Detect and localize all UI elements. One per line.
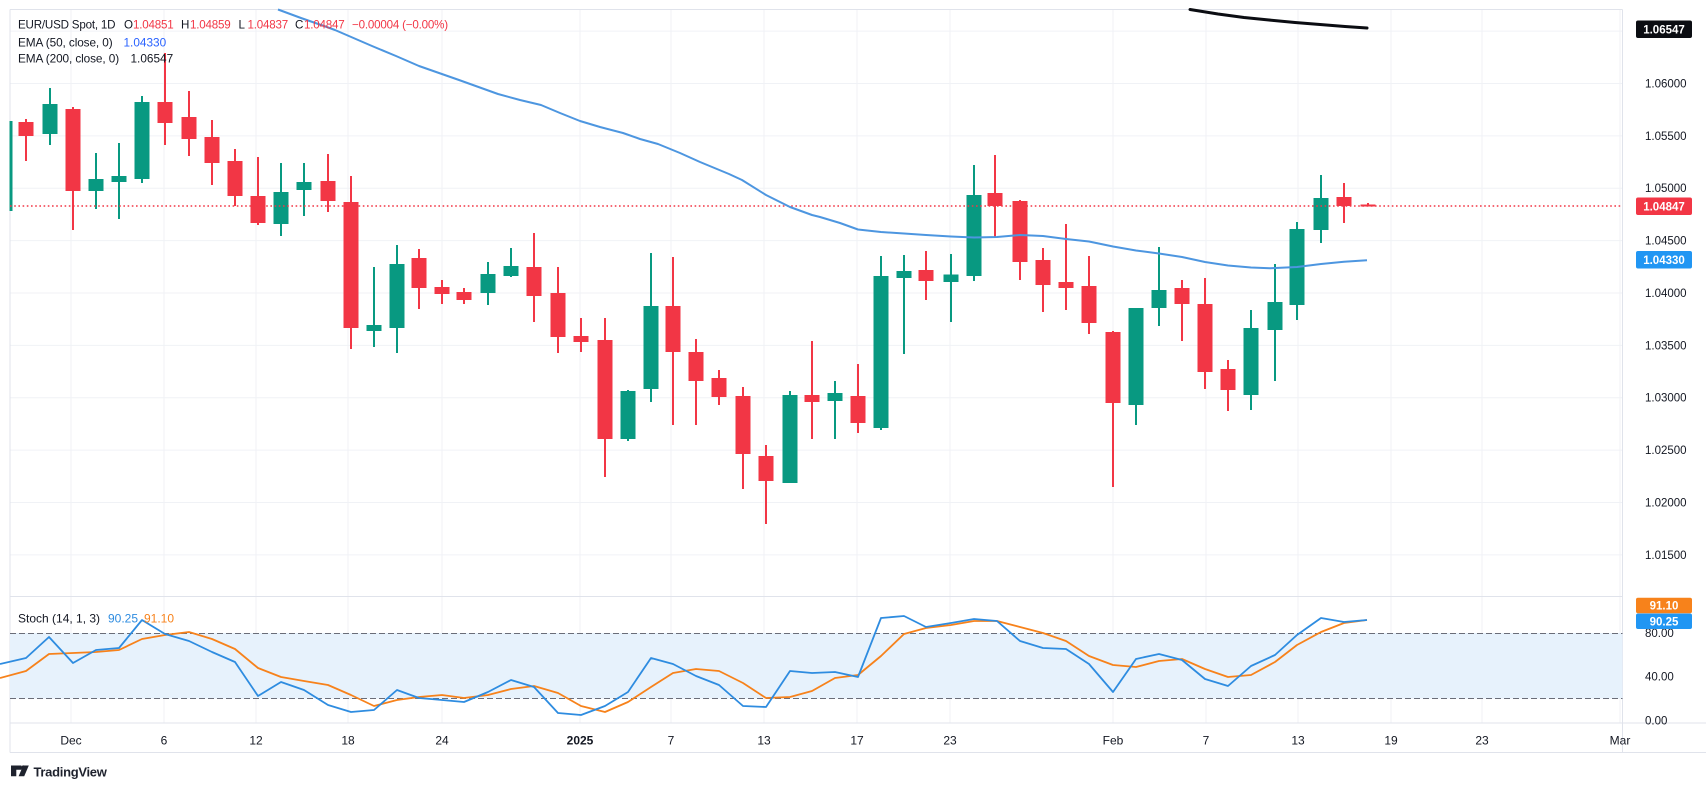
svg-text:1.02000: 1.02000 bbox=[1645, 498, 1687, 510]
svg-text:1.04859: 1.04859 bbox=[190, 19, 231, 32]
svg-text:19: 19 bbox=[1384, 734, 1398, 748]
svg-text:1.04837: 1.04837 bbox=[248, 19, 289, 32]
svg-text:Feb: Feb bbox=[1103, 734, 1124, 748]
svg-text:7: 7 bbox=[668, 734, 675, 748]
svg-text:1.04000: 1.04000 bbox=[1645, 288, 1687, 300]
svg-text:90.25: 90.25 bbox=[108, 612, 138, 626]
svg-text:Mar: Mar bbox=[1610, 734, 1631, 748]
svg-text:1.04330: 1.04330 bbox=[1643, 255, 1685, 267]
svg-text:1.03500: 1.03500 bbox=[1645, 340, 1687, 352]
svg-text:7: 7 bbox=[1203, 734, 1210, 748]
svg-text:1.04330: 1.04330 bbox=[124, 36, 167, 50]
svg-text:1.04847: 1.04847 bbox=[304, 19, 345, 32]
svg-text:1.05500: 1.05500 bbox=[1645, 131, 1687, 143]
svg-text:EUR/USD Spot, 1D: EUR/USD Spot, 1D bbox=[18, 19, 115, 32]
svg-text:Stoch (14, 1, 3): Stoch (14, 1, 3) bbox=[18, 612, 100, 626]
svg-text:L: L bbox=[239, 19, 246, 32]
svg-text:TradingView: TradingView bbox=[34, 765, 108, 780]
svg-text:0.00: 0.00 bbox=[1645, 715, 1667, 727]
svg-text:80.00: 80.00 bbox=[1645, 628, 1674, 640]
svg-text:1.06547: 1.06547 bbox=[131, 52, 174, 66]
svg-text:91.10: 91.10 bbox=[144, 612, 174, 626]
svg-text:O: O bbox=[124, 19, 133, 32]
svg-text:40.00: 40.00 bbox=[1645, 672, 1674, 684]
svg-text:1.04847: 1.04847 bbox=[1643, 201, 1685, 213]
svg-text:12: 12 bbox=[249, 734, 263, 748]
svg-text:90.25: 90.25 bbox=[1650, 617, 1679, 629]
svg-text:1.06000: 1.06000 bbox=[1645, 79, 1687, 91]
svg-text:EMA (50, close, 0): EMA (50, close, 0) bbox=[18, 36, 113, 50]
svg-text:18: 18 bbox=[341, 734, 355, 748]
svg-text:24: 24 bbox=[435, 734, 449, 748]
svg-text:C: C bbox=[295, 19, 303, 32]
svg-text:91.10: 91.10 bbox=[1650, 601, 1679, 613]
svg-text:1.01500: 1.01500 bbox=[1645, 550, 1687, 562]
svg-text:1.06547: 1.06547 bbox=[1643, 24, 1685, 36]
svg-text:Dec: Dec bbox=[60, 734, 81, 748]
svg-text:1.05000: 1.05000 bbox=[1645, 183, 1687, 195]
svg-text:1.04500: 1.04500 bbox=[1645, 236, 1687, 248]
svg-text:23: 23 bbox=[1475, 734, 1489, 748]
svg-text:17: 17 bbox=[850, 734, 864, 748]
svg-text:H: H bbox=[181, 19, 189, 32]
svg-text:EMA (200, close, 0): EMA (200, close, 0) bbox=[18, 52, 119, 66]
svg-text:13: 13 bbox=[757, 734, 771, 748]
svg-text:6: 6 bbox=[161, 734, 168, 748]
svg-text:1.02500: 1.02500 bbox=[1645, 445, 1687, 457]
svg-text:23: 23 bbox=[943, 734, 957, 748]
svg-text:2025: 2025 bbox=[567, 734, 594, 748]
svg-text:13: 13 bbox=[1291, 734, 1305, 748]
svg-text:1.03000: 1.03000 bbox=[1645, 393, 1687, 405]
svg-text:−0.00004 (−0.00%): −0.00004 (−0.00%) bbox=[352, 19, 448, 32]
svg-text:1.04851: 1.04851 bbox=[133, 19, 174, 32]
